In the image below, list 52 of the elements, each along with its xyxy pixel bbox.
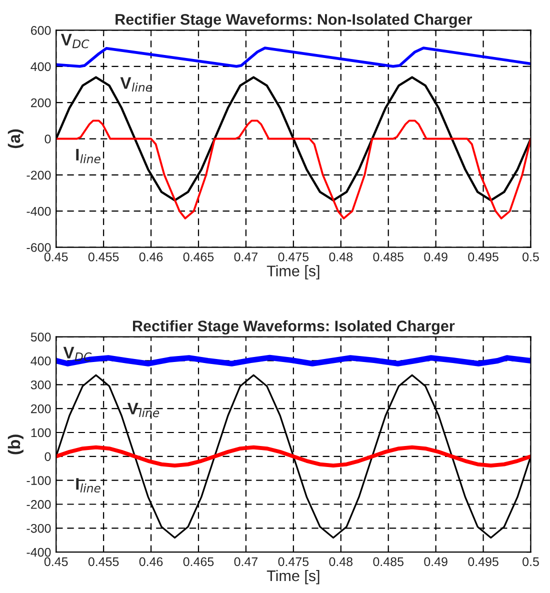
line-series bbox=[56, 46, 531, 68]
x-tick-label: 0.465 bbox=[183, 252, 214, 262]
y-tick-label: -200 bbox=[26, 170, 51, 180]
x-tick-label: 0.495 bbox=[468, 252, 498, 262]
x-tick-label: 0.45 bbox=[44, 557, 68, 566]
series-label: V$_{DC}$ bbox=[60, 34, 90, 48]
x-tick-label: 0.48 bbox=[329, 557, 353, 566]
y-axis-title: (a) bbox=[8, 129, 24, 148]
x-axis-title: Time [s] bbox=[266, 265, 320, 280]
line-series bbox=[56, 445, 531, 468]
x-tick-label: 0.46 bbox=[139, 557, 163, 566]
x-tick-label: 0.475 bbox=[278, 557, 309, 566]
y-tick-label: -300 bbox=[26, 524, 51, 533]
x-tick-label: 0.5 bbox=[522, 557, 539, 566]
x-tick-label: 0.495 bbox=[468, 557, 498, 566]
x-tick-label: 0.485 bbox=[373, 557, 404, 566]
y-tick-label: -200 bbox=[26, 500, 51, 509]
y-tick-label: 0 bbox=[44, 452, 51, 462]
y-tick-label: 400 bbox=[30, 356, 51, 366]
chart-title: Rectifier Stage Waveforms: Isolated Charger bbox=[133, 320, 455, 335]
series-label: I$_{line}$ bbox=[76, 148, 100, 164]
x-tick-label: 0.49 bbox=[424, 252, 448, 262]
y-tick-label: 600 bbox=[31, 26, 51, 35]
series-label: V$_{line}$ bbox=[127, 402, 160, 418]
x-tick-label: 0.45 bbox=[44, 252, 68, 262]
x-tick-label: 0.465 bbox=[183, 557, 214, 566]
y-tick-label: -400 bbox=[26, 548, 51, 557]
x-tick-label: 0.49 bbox=[424, 557, 448, 566]
y-tick-label: 200 bbox=[31, 98, 51, 108]
series-label: I$_{line}$ bbox=[76, 478, 100, 493]
y-tick-label: 0 bbox=[44, 134, 51, 144]
y-tick-label: -400 bbox=[26, 206, 51, 216]
x-tick-label: 0.5 bbox=[522, 252, 539, 262]
x-tick-label: 0.455 bbox=[88, 557, 119, 566]
x-tick-label: 0.485 bbox=[373, 252, 404, 262]
x-axis-title: Time [s] bbox=[266, 570, 320, 584]
x-tick-label: 0.47 bbox=[234, 557, 258, 566]
y-tick-label: 200 bbox=[31, 404, 51, 414]
y-tick-label: 500 bbox=[30, 332, 51, 342]
y-axis-title: (b) bbox=[8, 434, 24, 454]
y-tick-label: -600 bbox=[26, 243, 51, 252]
y-tick-label: 300 bbox=[30, 380, 51, 390]
y-tick-label: 400 bbox=[30, 62, 51, 72]
x-tick-label: 0.48 bbox=[329, 252, 353, 262]
line-series bbox=[56, 120, 531, 220]
x-tick-label: 0.475 bbox=[278, 252, 309, 262]
x-tick-label: 0.455 bbox=[88, 252, 119, 262]
x-tick-label: 0.46 bbox=[139, 252, 163, 262]
y-tick-label: -100 bbox=[26, 476, 51, 485]
chart-title: Rectifier Stage Waveforms: Non-Isolated Charger bbox=[116, 14, 472, 28]
x-tick-label: 0.47 bbox=[234, 252, 258, 262]
y-tick-label: 100 bbox=[31, 428, 51, 438]
